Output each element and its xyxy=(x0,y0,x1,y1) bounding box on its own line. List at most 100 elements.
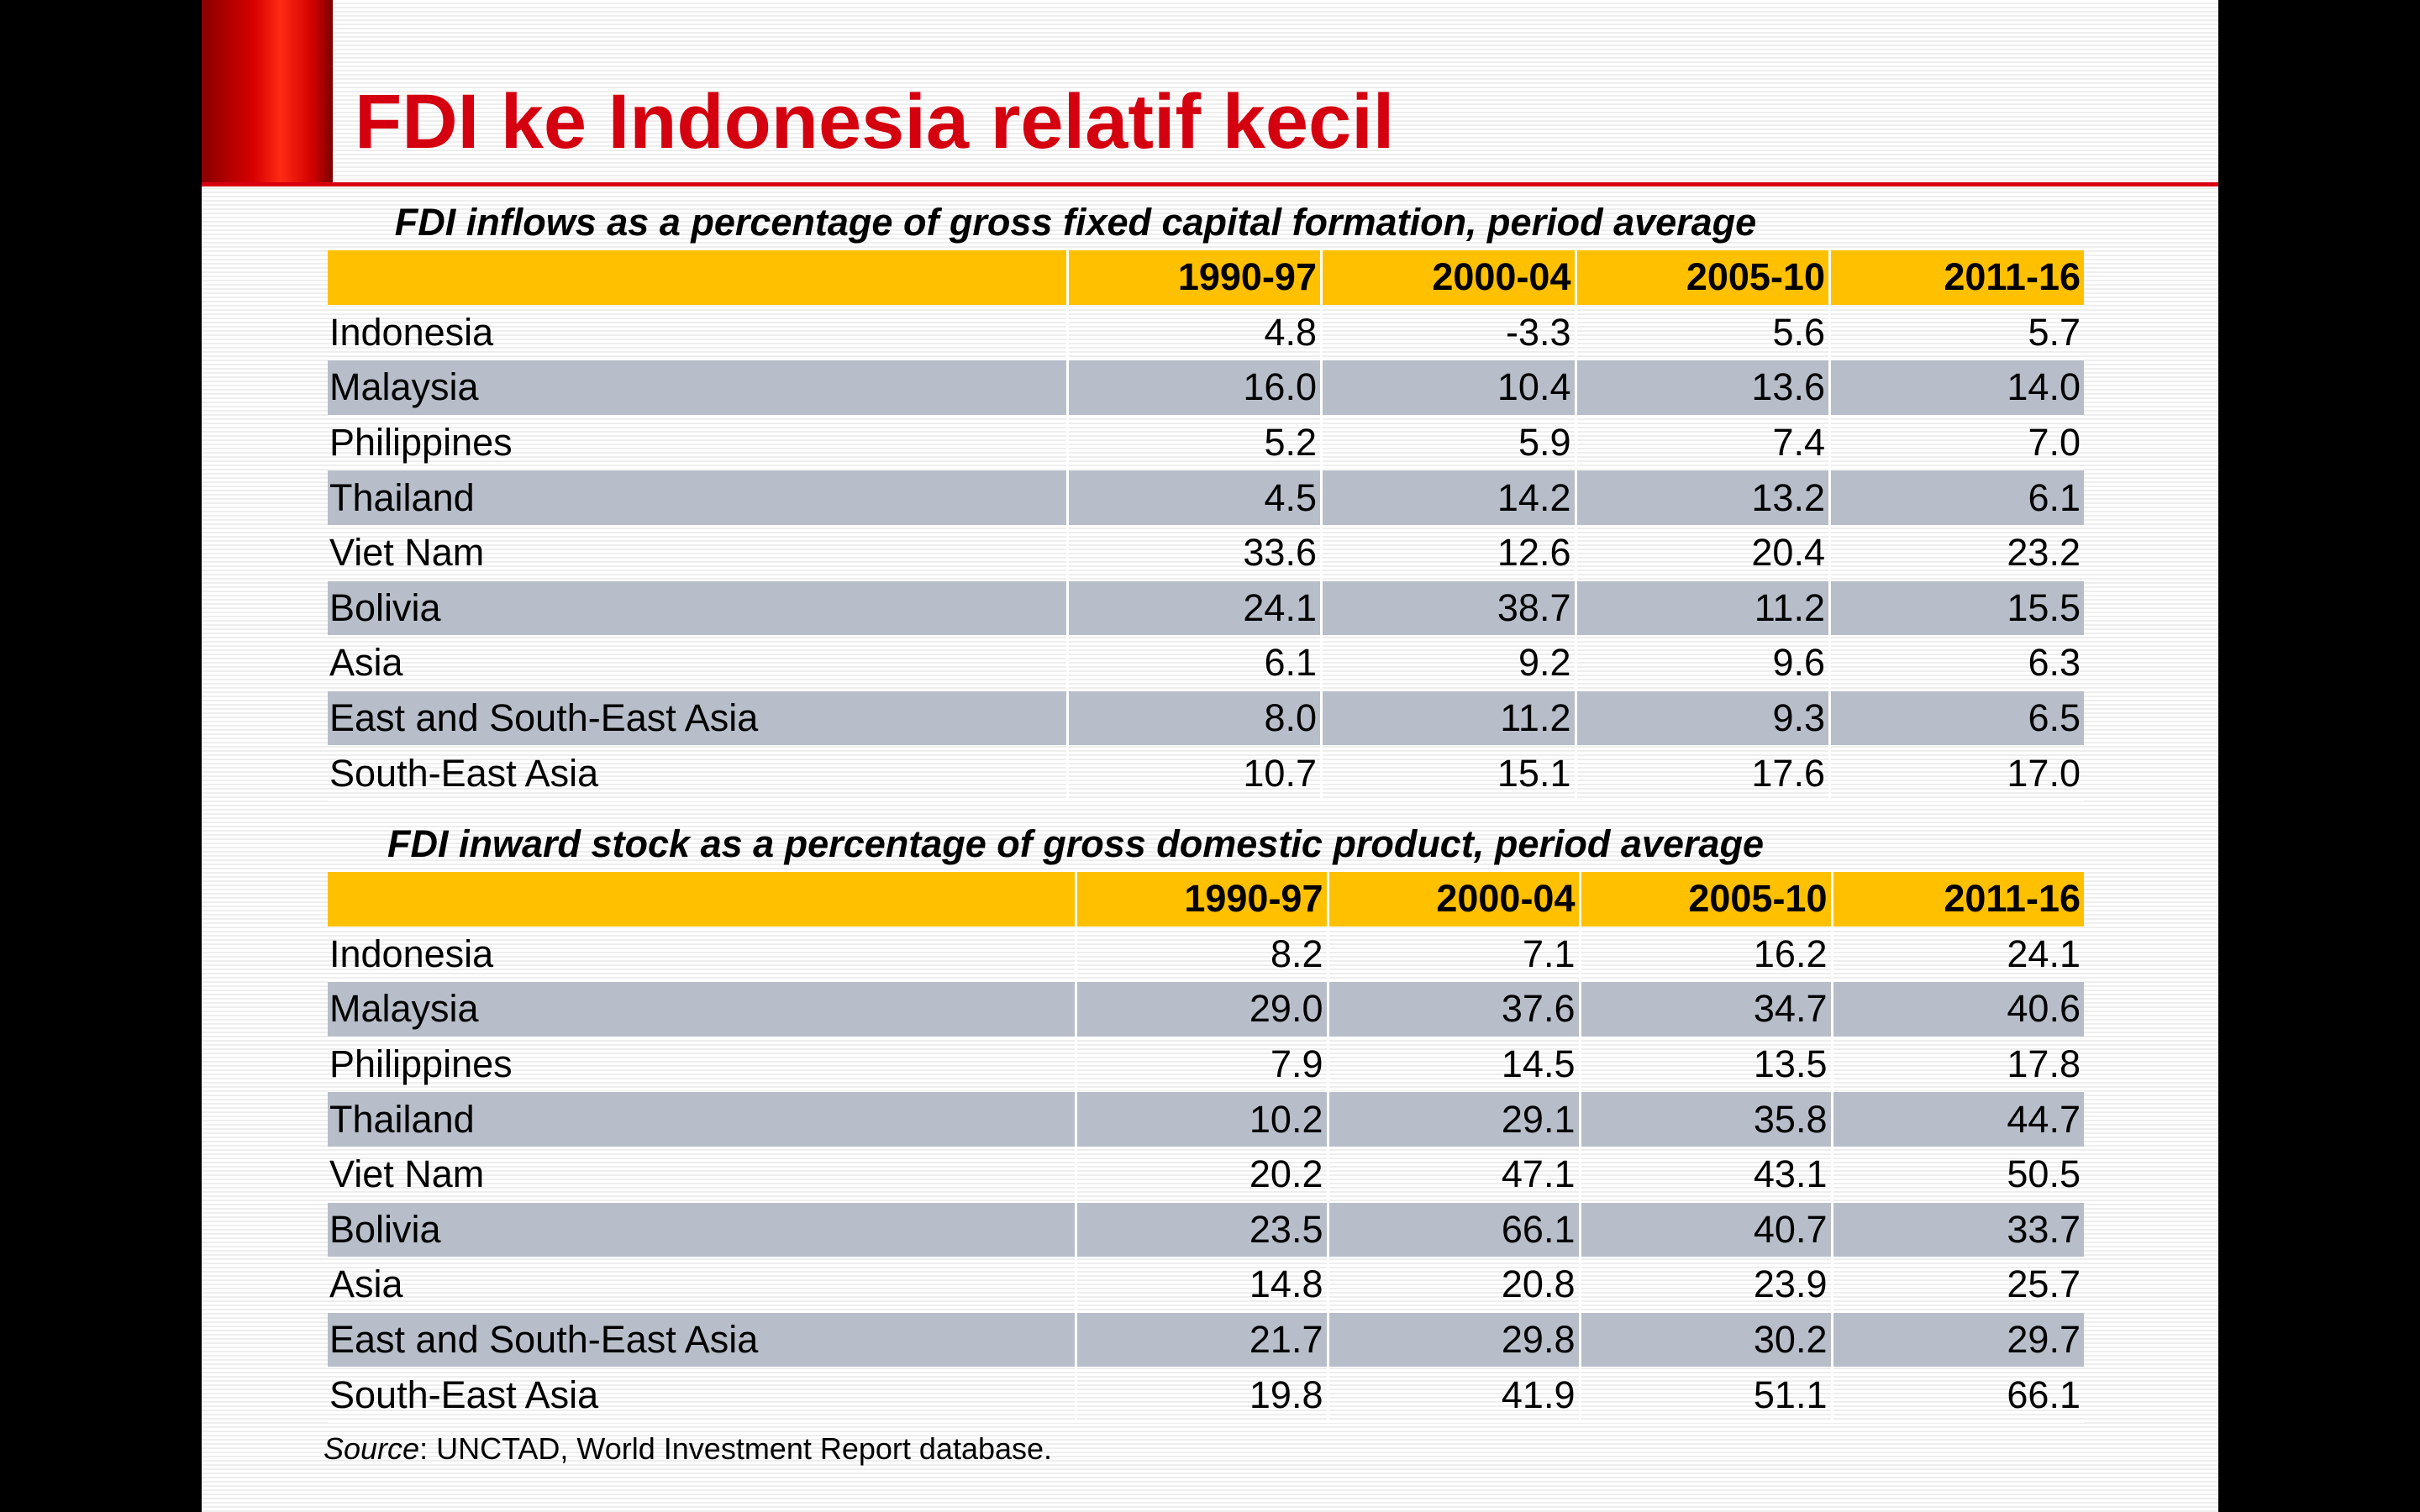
value-cell: 66.1 xyxy=(1328,1202,1581,1258)
value-cell: 11.2 xyxy=(1321,690,1577,747)
value-cell: 40.7 xyxy=(1580,1202,1833,1258)
value-cell: 37.6 xyxy=(1328,981,1581,1037)
value-cell: -3.3 xyxy=(1321,305,1577,361)
value-cell: 13.6 xyxy=(1576,360,1831,416)
value-cell: 8.2 xyxy=(1076,927,1329,983)
table-row: South-East Asia 10.7 15.1 17.6 17.0 xyxy=(328,745,2084,801)
value-cell: 5.2 xyxy=(1067,415,1323,471)
value-cell: 17.8 xyxy=(1832,1037,2084,1093)
value-cell: 7.9 xyxy=(1076,1037,1329,1093)
value-cell: 21.7 xyxy=(1076,1312,1329,1368)
value-cell: 17.6 xyxy=(1576,745,1831,801)
column-header: 2011-16 xyxy=(1829,250,2084,306)
column-header: 2000-04 xyxy=(1321,250,1577,306)
row-label: East and South-East Asia xyxy=(328,1312,1077,1368)
table-row: Asia 14.8 20.8 23.9 25.7 xyxy=(328,1257,2084,1313)
table-caption-inward-stock: FDI inward stock as a percentage of gros… xyxy=(387,822,1764,865)
accent-block xyxy=(202,0,333,185)
value-cell: 33.7 xyxy=(1832,1202,2084,1258)
value-cell: 14.8 xyxy=(1076,1257,1329,1313)
table-fdi-inward-stock: 1990-97 2000-04 2005-10 2011-16 Indonesia 8.… xyxy=(328,872,2084,1423)
value-cell: 7.1 xyxy=(1328,927,1581,983)
value-cell: 29.8 xyxy=(1328,1312,1581,1368)
row-label: Philippines xyxy=(328,1037,1077,1093)
source-label: Source xyxy=(324,1431,420,1466)
value-cell: 6.1 xyxy=(1067,635,1323,691)
table-row: Indonesia 4.8 -3.3 5.6 5.7 xyxy=(328,305,2084,361)
table-row: Philippines 7.9 14.5 13.5 17.8 xyxy=(328,1037,2084,1093)
row-label: Thailand xyxy=(328,470,1069,526)
value-cell: 35.8 xyxy=(1580,1091,1833,1147)
value-cell: 10.4 xyxy=(1321,360,1577,416)
header-cell-blank xyxy=(328,872,1077,927)
value-cell: 10.7 xyxy=(1067,745,1323,801)
header-cell-blank xyxy=(328,250,1069,306)
row-label: Philippines xyxy=(328,415,1069,471)
row-label: Indonesia xyxy=(328,305,1069,361)
value-cell: 16.2 xyxy=(1580,927,1833,983)
value-cell: 41.9 xyxy=(1328,1367,1581,1423)
value-cell: 14.5 xyxy=(1328,1037,1581,1093)
value-cell: 6.1 xyxy=(1829,470,2084,526)
column-header: 2005-10 xyxy=(1576,250,1831,306)
slide-title: FDI ke Indonesia relatif kecil xyxy=(355,79,1395,165)
source-text: : UNCTAD, World Investment Report databa… xyxy=(419,1431,1053,1466)
value-cell: 43.1 xyxy=(1580,1147,1833,1203)
table-row: Indonesia 8.2 7.1 16.2 24.1 xyxy=(328,927,2084,983)
value-cell: 34.7 xyxy=(1580,981,1833,1037)
row-label: East and South-East Asia xyxy=(328,690,1069,747)
row-label: Viet Nam xyxy=(328,525,1069,581)
table-row: Malaysia 29.0 37.6 34.7 40.6 xyxy=(328,981,2084,1037)
value-cell: 50.5 xyxy=(1832,1147,2084,1203)
table-row: Bolivia 24.1 38.7 11.2 15.5 xyxy=(328,580,2084,637)
row-label: South-East Asia xyxy=(328,1367,1077,1423)
value-cell: 14.2 xyxy=(1321,470,1577,526)
column-header: 2005-10 xyxy=(1580,872,1833,927)
value-cell: 4.8 xyxy=(1067,305,1323,361)
table-row: Bolivia 23.5 66.1 40.7 33.7 xyxy=(328,1202,2084,1258)
table-row: South-East Asia 19.8 41.9 51.1 66.1 xyxy=(328,1367,2084,1423)
value-cell: 25.7 xyxy=(1832,1257,2084,1313)
value-cell: 33.6 xyxy=(1067,525,1323,581)
table-header-row: 1990-97 2000-04 2005-10 2011-16 xyxy=(328,872,2084,927)
row-label: Malaysia xyxy=(328,981,1077,1037)
value-cell: 38.7 xyxy=(1321,580,1577,637)
table-row: East and South-East Asia 8.0 11.2 9.3 6.5 xyxy=(328,690,2084,747)
value-cell: 7.0 xyxy=(1829,415,2084,471)
source-note: Source: UNCTAD, World Investment Report … xyxy=(324,1428,1052,1470)
slide: FDI ke Indonesia relatif kecil FDI inflo… xyxy=(202,0,2218,1512)
value-cell: 6.3 xyxy=(1829,635,2084,691)
value-cell: 9.2 xyxy=(1321,635,1577,691)
row-label: Viet Nam xyxy=(328,1147,1077,1203)
value-cell: 19.8 xyxy=(1076,1367,1329,1423)
value-cell: 20.8 xyxy=(1328,1257,1581,1313)
value-cell: 47.1 xyxy=(1328,1147,1581,1203)
value-cell: 24.1 xyxy=(1067,580,1323,637)
value-cell: 51.1 xyxy=(1580,1367,1833,1423)
value-cell: 24.1 xyxy=(1832,927,2084,983)
value-cell: 66.1 xyxy=(1832,1367,2084,1423)
row-label: Bolivia xyxy=(328,580,1069,637)
table-row: Asia 6.1 9.2 9.6 6.3 xyxy=(328,635,2084,691)
value-cell: 23.9 xyxy=(1580,1257,1833,1313)
value-cell: 13.2 xyxy=(1576,470,1831,526)
table-row: Thailand 4.5 14.2 13.2 6.1 xyxy=(328,470,2084,526)
value-cell: 23.5 xyxy=(1076,1202,1329,1258)
value-cell: 29.1 xyxy=(1328,1091,1581,1147)
table-row: Malaysia 16.0 10.4 13.6 14.0 xyxy=(328,360,2084,416)
table-row: East and South-East Asia 21.7 29.8 30.2 29.7 xyxy=(328,1312,2084,1368)
value-cell: 8.0 xyxy=(1067,690,1323,747)
table-row: Viet Nam 20.2 47.1 43.1 50.5 xyxy=(328,1147,2084,1203)
value-cell: 6.5 xyxy=(1829,690,2084,747)
column-header: 1990-97 xyxy=(1067,250,1323,306)
row-label: Thailand xyxy=(328,1091,1077,1147)
column-header: 2011-16 xyxy=(1832,872,2084,927)
value-cell: 40.6 xyxy=(1832,981,2084,1037)
row-label: Asia xyxy=(328,635,1069,691)
row-label: Indonesia xyxy=(328,927,1077,983)
value-cell: 5.7 xyxy=(1829,305,2084,361)
table-row: Viet Nam 33.6 12.6 20.4 23.2 xyxy=(328,525,2084,581)
value-cell: 17.0 xyxy=(1829,745,2084,801)
value-cell: 23.2 xyxy=(1829,525,2084,581)
row-label: Asia xyxy=(328,1257,1077,1313)
